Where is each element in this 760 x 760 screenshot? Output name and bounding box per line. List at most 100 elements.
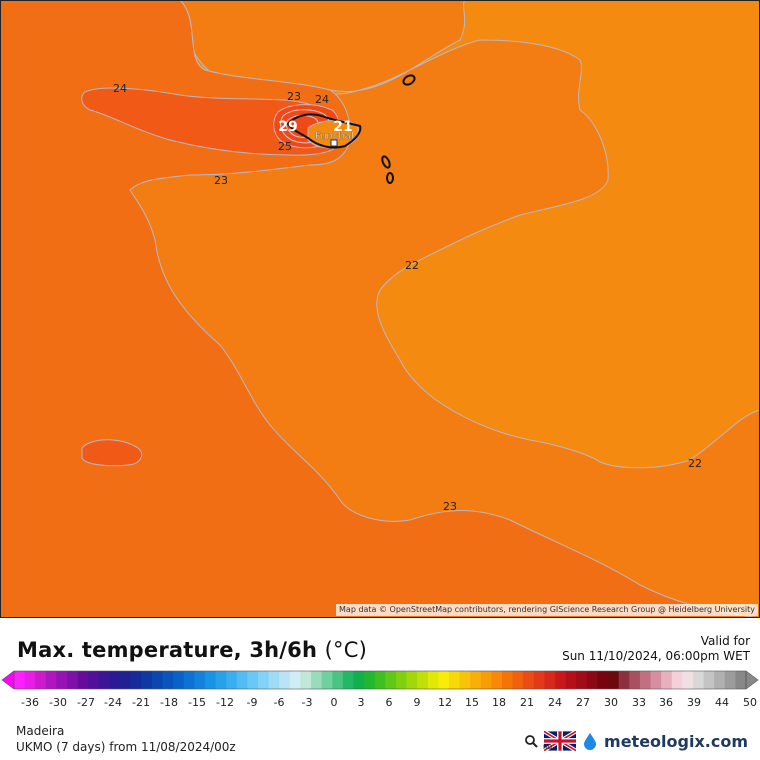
scale-cell	[586, 671, 598, 689]
scale-cell	[735, 671, 747, 689]
scale-tick-label: 18	[492, 696, 506, 709]
valid-time: Sun 11/10/2024, 06:00pm WET	[562, 649, 750, 663]
scale-cell	[502, 671, 514, 689]
scale-cell	[364, 671, 376, 689]
scale-cell	[14, 671, 26, 689]
temperature-map[interactable]: Funchal 24 23 24 29 21 25 23 22 22 23	[0, 0, 760, 618]
scale-left-arrow-icon	[1, 670, 15, 690]
scale-cell	[109, 671, 121, 689]
scale-cell	[204, 671, 216, 689]
isotherm-label-29: 29	[278, 119, 297, 135]
isotherm-label-24-west: 24	[113, 82, 127, 95]
scale-cell	[714, 671, 726, 689]
scale-cell	[512, 671, 524, 689]
region-label: Madeira	[16, 724, 65, 738]
scale-tick-label: -21	[132, 696, 150, 709]
scale-cell	[671, 671, 683, 689]
scale-tick-label: -36	[21, 696, 39, 709]
isotherm-label-23-north: 23	[287, 90, 301, 103]
isotherm-label-24-north: 24	[315, 93, 329, 106]
model-info: Madeira UKMO (7 days) from 11/08/2024/00…	[16, 723, 236, 755]
field-24-patch	[81, 439, 143, 467]
scale-cell	[67, 671, 79, 689]
field-23-24-zone	[0, 0, 760, 618]
scale-cell	[597, 671, 609, 689]
scale-cell	[618, 671, 630, 689]
scale-tick-label: 33	[632, 696, 646, 709]
scale-cell	[88, 671, 100, 689]
isotherm-label-22-east: 22	[688, 457, 702, 470]
scale-cell	[480, 671, 492, 689]
scale-cell	[470, 671, 482, 689]
desertas-island-2	[386, 172, 394, 184]
desertas-island-1	[381, 155, 391, 169]
isotherm-label-23-west: 23	[214, 174, 228, 187]
scale-cell	[268, 671, 280, 689]
legend-unit: (°C)	[324, 638, 368, 662]
scale-tick-label: -27	[77, 696, 95, 709]
porto-santo-island	[402, 74, 416, 86]
scale-cell	[395, 671, 407, 689]
scale-cell	[555, 671, 567, 689]
scale-cell	[639, 671, 651, 689]
scale-cell	[650, 671, 662, 689]
scale-cell	[141, 671, 153, 689]
scale-cell	[427, 671, 439, 689]
scale-cell	[130, 671, 142, 689]
scale-cell	[533, 671, 545, 689]
scale-cell	[491, 671, 503, 689]
color-scale-bar: -36 -30 -27 -24 -21 -18 -15 -12 -9 -6 -3 0 3 6 9 12 15 18…	[1, 670, 759, 709]
scale-cell	[374, 671, 386, 689]
isotherm-label-21: 21	[333, 119, 352, 135]
valid-time-block: Valid for Sun 11/10/2024, 06:00pm WET	[562, 634, 750, 664]
scale-tick-label: 15	[465, 696, 479, 709]
meteologix-logo-icon	[584, 733, 597, 750]
scale-tick-label: -6	[274, 696, 285, 709]
search-hd-icon[interactable]	[524, 734, 538, 748]
scale-cell	[703, 671, 715, 689]
scale-cell	[353, 671, 365, 689]
scale-cell	[544, 671, 556, 689]
scale-cell	[661, 671, 673, 689]
scale-cell	[682, 671, 694, 689]
scale-cell	[45, 671, 57, 689]
scale-tick-label: -24	[104, 696, 122, 709]
scale-cell	[629, 671, 641, 689]
scale-tick-label: 24	[548, 696, 562, 709]
scale-cell	[151, 671, 163, 689]
scale-tick-label: 12	[438, 696, 452, 709]
scale-tick-label: 44	[715, 696, 729, 709]
scale-cell	[226, 671, 238, 689]
map-attribution[interactable]: Map data © OpenStreetMap contributors, r…	[336, 604, 758, 616]
isotherm-label-23-south: 23	[443, 500, 457, 513]
scale-right-arrow-icon	[745, 670, 759, 690]
scale-tick-label: 9	[414, 696, 421, 709]
scale-cell	[24, 671, 36, 689]
isotherm-label-25: 25	[278, 140, 292, 153]
brand-name[interactable]: meteologix.com	[604, 731, 748, 751]
legend-title-text: Max. temperature, 3h/6h	[17, 638, 318, 662]
legend-title: Max. temperature, 3h/6h (°C)	[17, 638, 367, 662]
scale-tick-label: 3	[358, 696, 365, 709]
uk-flag-icon[interactable]	[544, 731, 577, 751]
scale-tick-label: -15	[188, 696, 206, 709]
scale-cell	[311, 671, 323, 689]
isotherm-label-22-center: 22	[405, 259, 419, 272]
scale-tick-label: -18	[160, 696, 178, 709]
brand-bar: meteologix.com	[524, 730, 748, 752]
valid-for-label: Valid for	[700, 634, 750, 648]
hd-label: HD	[543, 744, 553, 751]
scale-cell	[438, 671, 450, 689]
scale-cell	[406, 671, 418, 689]
scale-cell	[332, 671, 344, 689]
scale-tick-label: -30	[49, 696, 67, 709]
scale-tick-label: 50	[743, 696, 757, 709]
scale-cell	[448, 671, 460, 689]
scale-tick-label: 39	[687, 696, 701, 709]
scale-tick-label: 6	[386, 696, 393, 709]
field-21-22-zone	[179, 0, 760, 469]
scale-tick-label: 30	[604, 696, 618, 709]
scale-cell	[321, 671, 333, 689]
funchal-marker-icon	[330, 139, 338, 147]
scale-cell	[459, 671, 471, 689]
